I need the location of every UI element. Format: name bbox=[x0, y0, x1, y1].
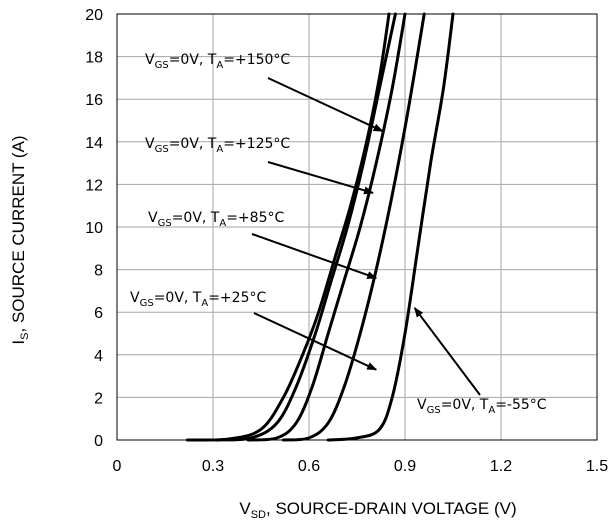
x-axis-label: VSD, SOURCE-DRAIN VOLTAGE (V) bbox=[239, 499, 516, 521]
x-axis-label-sub: SD bbox=[251, 509, 266, 521]
y-tick-label-3: 6 bbox=[94, 305, 103, 322]
annotation-label-1: VGS=0V, TA=+125°C bbox=[145, 136, 290, 155]
y-tick-label-4: 8 bbox=[94, 263, 103, 280]
annotation-label-2-part-1: GS bbox=[158, 218, 172, 229]
annotation-label-0-part-4: =+150°C bbox=[223, 52, 290, 68]
annotation-arrow-4 bbox=[413, 307, 481, 396]
annotation-label-3-part-3: A bbox=[201, 298, 208, 309]
annotation-label-2-part-2: =0V, T bbox=[172, 210, 220, 226]
annotation-label-2-part-0: V bbox=[148, 210, 158, 226]
annotation-label-2: VGS=0V, TA=+85°C bbox=[148, 210, 284, 229]
annotation-label-1-part-2: =0V, T bbox=[169, 136, 217, 152]
annotation-label-0-part-3: A bbox=[216, 60, 223, 71]
annotation-label-4: VGS=0V, TA=-55°C bbox=[417, 397, 547, 416]
x-tick-label-1: 0.3 bbox=[202, 458, 224, 475]
y-tick-label-0: 0 bbox=[94, 433, 103, 450]
y-axis-label-sub: S bbox=[19, 333, 31, 340]
series-line-1 bbox=[214, 12, 397, 442]
series-group bbox=[185, 12, 455, 442]
annotation-label-0-part-2: =0V, T bbox=[169, 52, 217, 68]
y-axis-label-rest: , SOURCE CURRENT (A) bbox=[9, 135, 28, 332]
y-tick-label-10: 20 bbox=[85, 7, 103, 24]
annotation-label-3-part-1: GS bbox=[140, 298, 154, 309]
y-tick-label-6: 12 bbox=[85, 177, 103, 194]
y-tick-label-1: 2 bbox=[94, 390, 103, 407]
annotation-arrow-2 bbox=[251, 233, 378, 280]
annotation-label-2-part-4: =+85°C bbox=[226, 210, 284, 226]
annotation-arrow-0 bbox=[267, 77, 384, 133]
x-tick-label-3: 0.9 bbox=[394, 458, 416, 475]
annotation-label-4-part-3: A bbox=[488, 405, 495, 416]
x-tick-label-0: 0 bbox=[113, 458, 122, 475]
annotation-arrow-3 bbox=[253, 312, 378, 371]
y-axis-label: IS, SOURCE CURRENT (A) bbox=[9, 135, 31, 344]
annotation-label-0-part-1: GS bbox=[155, 60, 169, 71]
y-tick-label-7: 14 bbox=[85, 135, 103, 152]
y-tick-label-9: 18 bbox=[85, 50, 103, 67]
annotation-label-1-part-4: =+125°C bbox=[223, 136, 290, 152]
annotation-label-2-part-3: A bbox=[219, 218, 226, 229]
annotation-arrow-1 bbox=[267, 161, 374, 195]
annotation-label-3-part-0: V bbox=[130, 290, 140, 306]
series-line-2 bbox=[246, 12, 407, 442]
tick-labels: 0 0.3 0.6 0.9 1.2 1.5 0 2 4 6 8 10 12 14 16 18 20 bbox=[85, 7, 608, 475]
x-axis-label-main: V bbox=[239, 499, 251, 518]
y-axis-label-main: I bbox=[9, 340, 28, 345]
annotation-label-3-part-4: =+25°C bbox=[208, 290, 266, 306]
x-axis-label-rest: , SOURCE-DRAIN VOLTAGE (V) bbox=[266, 499, 517, 518]
annotation-label-0-part-0: V bbox=[145, 52, 155, 68]
annotation-label-3-part-2: =0V, T bbox=[154, 290, 202, 306]
annotation-label-4-part-4: =-55°C bbox=[495, 397, 547, 413]
x-tick-label-4: 1.2 bbox=[490, 458, 512, 475]
annotation-label-4-part-2: =0V, T bbox=[441, 397, 489, 413]
y-tick-label-2: 4 bbox=[94, 348, 103, 365]
series-line-4 bbox=[326, 12, 455, 442]
annotation-label-1-part-3: A bbox=[216, 144, 223, 155]
y-tick-label-5: 10 bbox=[85, 220, 103, 237]
series-line-3 bbox=[281, 12, 426, 442]
y-tick-label-8: 16 bbox=[85, 92, 103, 109]
x-tick-label-5: 1.5 bbox=[586, 458, 608, 475]
plot-frame bbox=[116, 13, 598, 441]
annotation-label-1-part-0: V bbox=[145, 136, 155, 152]
annotation-label-4-part-0: V bbox=[417, 397, 427, 413]
annotation-label-1-part-1: GS bbox=[155, 144, 169, 155]
annotation-label-3: VGS=0V, TA=+25°C bbox=[130, 290, 266, 309]
annotation-label-4-part-1: GS bbox=[427, 405, 441, 416]
x-tick-label-2: 0.6 bbox=[298, 458, 320, 475]
annotation-label-0: VGS=0V, TA=+150°C bbox=[145, 52, 290, 71]
